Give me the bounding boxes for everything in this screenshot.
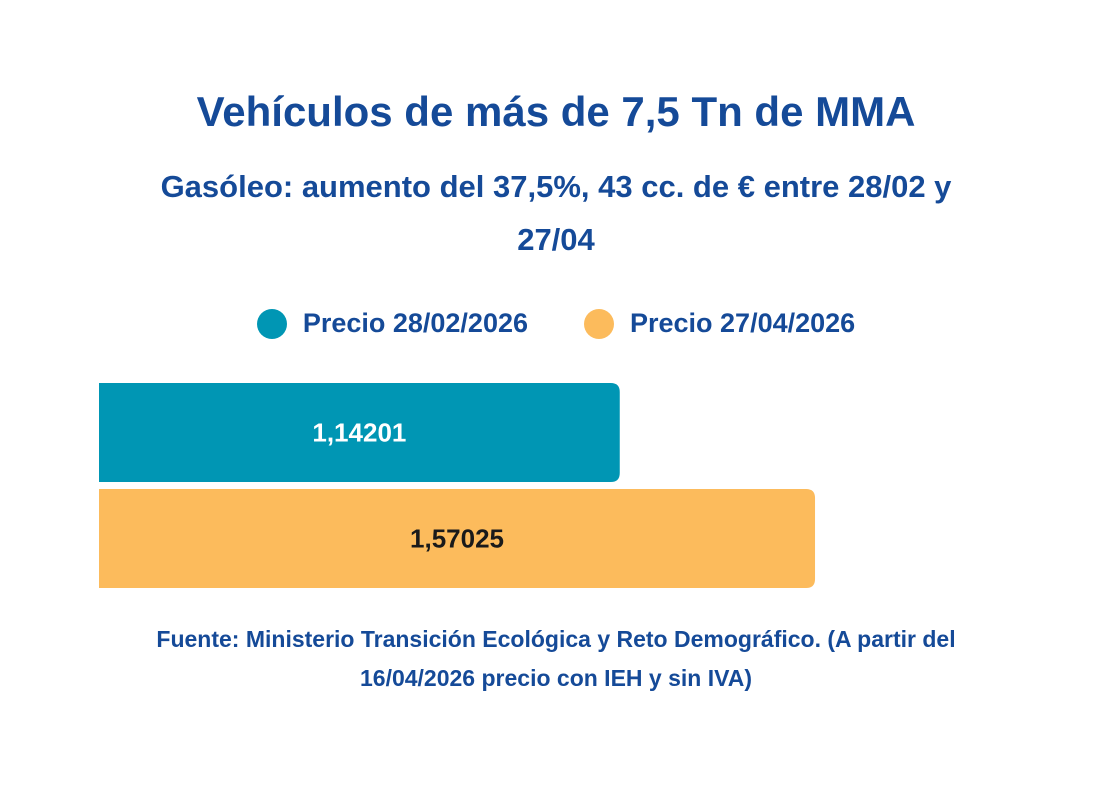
bar: [99, 489, 816, 588]
value-label: 1,57025: [410, 523, 504, 553]
legend: Precio 28/02/2026 Precio 27/04/2026: [0, 308, 1112, 339]
legend-item: Precio 28/02/2026: [256, 308, 528, 339]
source-note: Fuente: Ministerio Transición Ecológica …: [156, 626, 956, 691]
value-label: 1,14201: [312, 417, 406, 447]
chart-title: Vehículos de más de 7,5 Tn de MMA: [196, 88, 916, 135]
chart-subtitle: Gasóleo: aumento del 37,5%, 43 cc. de € …: [160, 169, 952, 257]
legend-label: Precio 27/04/2026: [630, 308, 856, 338]
plot: 1,14201 1,57025: [99, 383, 816, 588]
legend-swatch: [584, 308, 614, 339]
legend-label: Precio 28/02/2026: [302, 308, 528, 338]
legend-swatch: [256, 308, 287, 339]
legend-item: Precio 27/04/2026: [584, 308, 855, 339]
bar: [99, 383, 620, 482]
